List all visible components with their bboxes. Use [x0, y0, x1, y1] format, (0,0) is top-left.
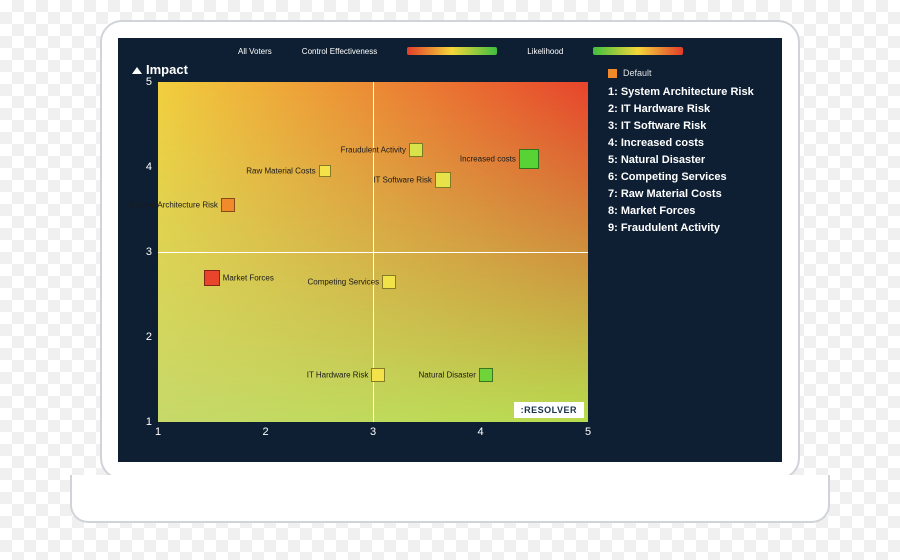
side-legend-item[interactable]: 1: System Architecture Risk [608, 84, 774, 101]
lk-gradient-bar [593, 47, 683, 55]
side-legend-item[interactable]: 9: Fraudulent Activity [608, 220, 774, 237]
voters-label: All Voters [238, 47, 272, 56]
risk-marker-label: System Architecture Risk [129, 201, 218, 210]
app-screen: All Voters Control Effectiveness Likelih… [118, 38, 782, 462]
triangle-up-icon [132, 67, 142, 74]
y-tick: 3 [146, 246, 152, 258]
side-legend-item[interactable]: 7: Raw Material Costs [608, 186, 774, 203]
risk-marker[interactable] [204, 270, 220, 286]
side-legend-item[interactable]: 6: Competing Services [608, 169, 774, 186]
side-legend-item[interactable]: 5: Natural Disaster [608, 152, 774, 169]
side-legend-item[interactable]: 8: Market Forces [608, 203, 774, 220]
risk-marker[interactable] [319, 165, 331, 177]
risk-marker[interactable] [221, 198, 235, 212]
lk-legend-label: Likelihood [527, 47, 563, 56]
y-tick: 1 [146, 416, 152, 428]
risk-marker-label: Competing Services [308, 277, 380, 286]
side-legend: Default 1: System Architecture Risk2: IT… [608, 68, 774, 237]
legend-swatch-icon [608, 69, 617, 78]
risk-marker-label: Natural Disaster [419, 371, 476, 380]
y-axis-title: Impact [132, 62, 188, 77]
laptop-base [70, 475, 830, 523]
risk-marker-label: IT Hardware Risk [307, 371, 369, 380]
ce-gradient-bar [407, 47, 497, 55]
plot-area[interactable]: :RESOLVER 1234512345System Architecture … [158, 82, 588, 422]
risk-marker-label: Market Forces [223, 273, 274, 282]
risk-marker-label: Increased costs [460, 154, 516, 163]
risk-chart: Impact :RESOLVER 1234512345System Archit… [128, 62, 600, 458]
x-tick: 3 [370, 426, 376, 438]
side-legend-item[interactable]: 4: Increased costs [608, 135, 774, 152]
risk-marker-label: Raw Material Costs [246, 167, 315, 176]
x-axis-title: Control Effectiveness [132, 461, 277, 462]
risk-marker[interactable] [382, 275, 396, 289]
x-tick: 2 [262, 426, 268, 438]
side-legend-header: Default [608, 68, 774, 78]
x-tick: 1 [155, 426, 161, 438]
risk-marker-label: IT Software Risk [373, 175, 432, 184]
risk-marker[interactable] [435, 172, 451, 188]
risk-marker[interactable] [479, 368, 493, 382]
side-legend-item[interactable]: 2: IT Hardware Risk [608, 101, 774, 118]
x-tick: 4 [477, 426, 483, 438]
y-tick: 5 [146, 76, 152, 88]
risk-marker-label: Fraudulent Activity [341, 146, 406, 155]
top-legend: All Voters Control Effectiveness Likelih… [118, 42, 782, 60]
laptop-bezel: All Voters Control Effectiveness Likelih… [100, 20, 800, 480]
y-tick: 4 [146, 161, 152, 173]
risk-marker[interactable] [519, 149, 539, 169]
laptop-frame: All Voters Control Effectiveness Likelih… [70, 20, 830, 530]
risk-marker[interactable] [371, 368, 385, 382]
risk-marker[interactable] [409, 143, 423, 157]
y-tick: 2 [146, 331, 152, 343]
x-tick: 5 [585, 426, 591, 438]
side-legend-item[interactable]: 3: IT Software Risk [608, 118, 774, 135]
ce-legend-label: Control Effectiveness [302, 47, 377, 56]
resolver-logo: :RESOLVER [514, 402, 584, 418]
